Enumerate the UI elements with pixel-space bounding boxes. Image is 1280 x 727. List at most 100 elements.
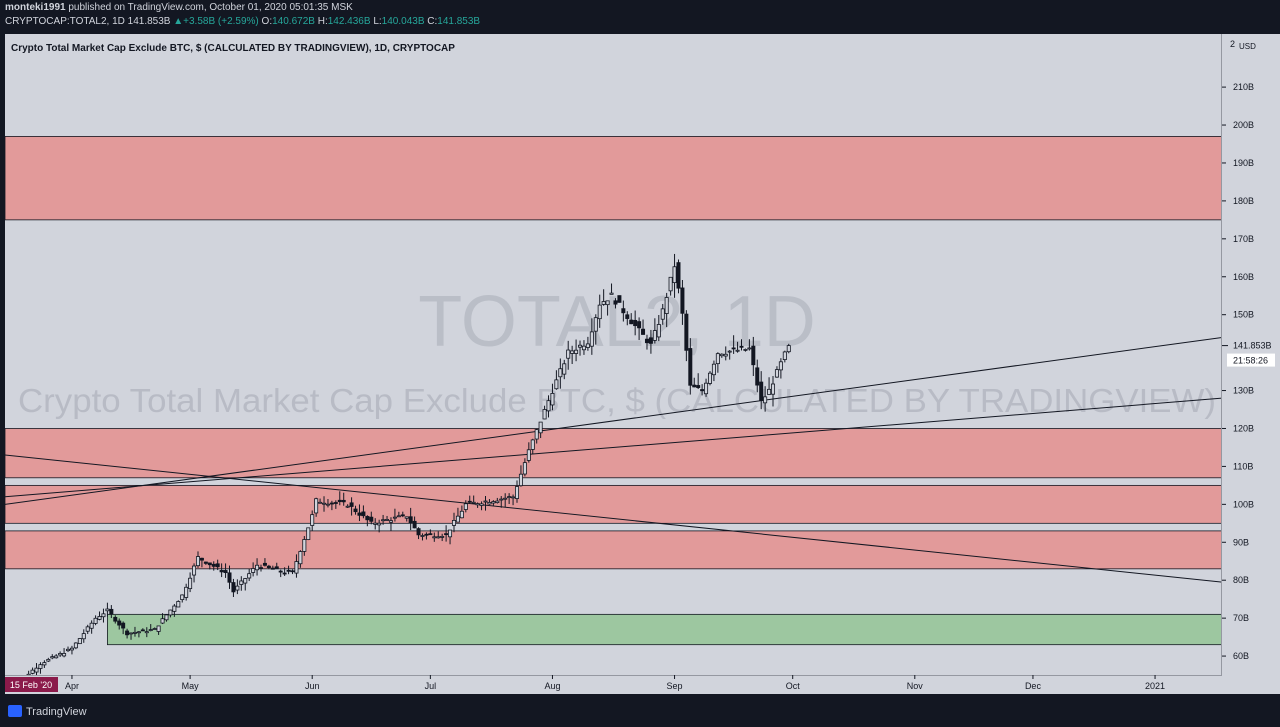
low-value: 140.043B <box>381 16 425 27</box>
candle-body <box>503 497 508 500</box>
resistance-zone[interactable] <box>5 136 1223 221</box>
candle-body <box>455 515 460 523</box>
candle-body <box>278 570 283 573</box>
candle-body <box>731 347 736 350</box>
candle-body <box>786 345 791 353</box>
candle-body <box>156 625 161 632</box>
candle-body <box>408 516 413 524</box>
candle-body <box>341 499 346 503</box>
candle-body <box>688 348 693 386</box>
candle-body <box>778 361 783 371</box>
candle-body <box>89 622 94 629</box>
candle-body <box>132 631 137 634</box>
candle-body <box>188 577 193 590</box>
candle-body <box>530 439 535 450</box>
price-chart[interactable]: TOTAL2, 1D Crypto Total Market Cap Exclu… <box>5 34 1280 694</box>
candle-body <box>723 353 728 357</box>
trendline[interactable] <box>5 454 1223 583</box>
last-price-label: 141.853B <box>1233 341 1272 351</box>
candle-body <box>507 496 512 498</box>
candles-layer <box>6 253 791 694</box>
candle-body <box>739 345 744 348</box>
candle-body <box>771 383 776 395</box>
time-axis-bg[interactable] <box>5 675 1222 694</box>
candle-body <box>554 379 559 390</box>
watermark-description: Crypto Total Market Cap Exclude BTC, $ (… <box>18 382 1216 419</box>
candle-body <box>353 508 358 513</box>
candle-body <box>668 276 673 292</box>
candle-body <box>369 516 374 522</box>
candle-body <box>227 572 232 583</box>
resistance-zone[interactable] <box>5 484 1223 524</box>
date-badge-label: 15 Feb '20 <box>10 680 52 690</box>
candle-body <box>365 516 370 521</box>
chart-area[interactable]: TOTAL2, 1D Crypto Total Market Cap Exclu… <box>5 34 1280 694</box>
candle-body <box>113 616 118 622</box>
trendline[interactable] <box>5 397 1223 498</box>
candle-body <box>424 533 429 536</box>
x-tick-label: Nov <box>907 681 924 691</box>
candle-body <box>735 349 740 352</box>
candle-body <box>50 656 55 659</box>
support-zone[interactable] <box>107 613 1223 646</box>
candle-body <box>534 429 539 440</box>
candle-body <box>656 324 661 338</box>
author-name[interactable]: monteki1991 <box>5 2 66 13</box>
candle-body <box>625 314 630 319</box>
candle-body <box>676 262 681 289</box>
candle-body <box>448 529 453 538</box>
candle-body <box>388 520 393 523</box>
chart-header: monteki1991 published on TradingView.com… <box>0 0 1280 34</box>
candle-body <box>385 519 390 521</box>
candle-body <box>199 557 204 561</box>
footer-bar: TradingView <box>0 698 1280 727</box>
candle-body <box>136 631 141 634</box>
x-tick-label: Jun <box>305 681 320 691</box>
candle-body <box>144 631 149 634</box>
candle-body <box>589 331 594 347</box>
candle-body <box>101 613 106 618</box>
candle-body <box>581 345 586 351</box>
candle-body <box>34 667 39 673</box>
candle-body <box>282 572 287 575</box>
candle-body <box>601 301 606 305</box>
candle-body <box>585 343 590 348</box>
candle-body <box>637 321 642 329</box>
candle-body <box>172 605 177 612</box>
candle-body <box>85 626 90 632</box>
candle-body <box>322 502 327 505</box>
candle-body <box>314 498 319 514</box>
candle-body <box>538 421 543 434</box>
candle-body <box>310 514 315 526</box>
close-value: 141.853B <box>437 16 481 27</box>
candle-body <box>73 642 78 649</box>
candle-body <box>428 533 433 536</box>
candle-body <box>392 516 397 519</box>
candle-body <box>574 349 579 354</box>
brand-name: TradingView <box>26 706 87 718</box>
change-value: +3.58B (+2.59%) <box>183 16 259 27</box>
candle-body <box>412 520 417 529</box>
candle-body <box>483 500 488 503</box>
candle-body <box>373 522 378 525</box>
resistance-zone[interactable] <box>5 428 1223 479</box>
candle-body <box>180 594 185 601</box>
y-tick-label: 90B <box>1233 537 1249 547</box>
candle-body <box>286 569 291 572</box>
candle-body <box>633 319 638 327</box>
candle-body <box>160 618 165 624</box>
candle-body <box>381 519 386 522</box>
time-axis: Apr May Jun Jul Aug Sep Oct Nov Dec 2021 15 Feb '2… <box>5 675 1222 694</box>
close-label: C: <box>427 16 438 27</box>
candle-body <box>743 349 748 351</box>
y-tick-label: 70B <box>1233 613 1249 623</box>
tradingview-logo[interactable]: TradingView <box>8 705 87 718</box>
y-tick-label: 150B <box>1233 310 1254 320</box>
candle-body <box>451 520 456 526</box>
candle-body <box>436 536 441 539</box>
candle-body <box>325 503 330 506</box>
candle-body <box>542 409 547 420</box>
candle-body <box>491 501 496 504</box>
candle-body <box>69 647 74 651</box>
countdown-badge <box>1227 353 1275 367</box>
